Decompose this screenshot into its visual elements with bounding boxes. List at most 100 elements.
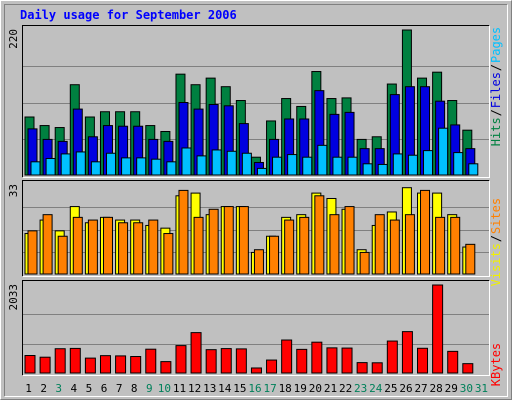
bar-kbytes-23 (356, 362, 368, 374)
legend-visits: Sites/Visits (489, 198, 503, 287)
bar-kbytes-13 (205, 349, 217, 374)
bar-sites-14 (223, 206, 234, 275)
bar-sites-3 (57, 235, 68, 275)
bar-kbytes-2 (39, 356, 51, 374)
x-tick-label: 22 (339, 382, 352, 395)
bar-kbytes-26 (401, 331, 413, 374)
x-tick-label: 23 (354, 382, 367, 395)
bar-kbytes-5 (84, 357, 96, 374)
bar-pages-4 (75, 151, 86, 176)
bar-kbytes-15 (235, 348, 247, 374)
bar-kbytes-30 (462, 363, 474, 374)
x-tick-label: 26 (399, 382, 412, 395)
legend-entry: / (489, 109, 503, 116)
bar-sites-1 (27, 230, 38, 275)
legend-entry: / (489, 235, 503, 242)
y-axis-max-label-hits: 220 (7, 29, 20, 49)
x-tick-label: 3 (55, 382, 62, 395)
bar-sites-6 (102, 216, 113, 275)
x-tick-label: 28 (430, 382, 443, 395)
bar-sites-2 (42, 214, 53, 275)
legend-entry: Pages (489, 27, 503, 63)
bar-sites-29 (450, 216, 461, 275)
bar-pages-22 (347, 156, 358, 176)
panel-kbytes: 2033 KBytes (7, 280, 503, 386)
bar-kbytes-12 (190, 332, 202, 374)
bar-kbytes-25 (386, 340, 398, 374)
bar-sites-18 (284, 219, 295, 275)
series-kbytes (24, 284, 474, 374)
bar-kbytes-19 (296, 348, 308, 374)
bar-pages-18 (287, 154, 298, 176)
x-tick-label: 18 (279, 382, 292, 395)
x-tick-label: 10 (158, 382, 171, 395)
bar-sites-19 (299, 216, 310, 275)
x-tick-label: 8 (131, 382, 138, 395)
legend-kbytes: KBytes (489, 343, 503, 386)
legend-hits: Pages/Files/Hits (489, 27, 503, 146)
x-tick-label: 7 (116, 382, 123, 395)
x-tick-label: 5 (86, 382, 93, 395)
bar-pages-21 (332, 156, 343, 176)
bar-kbytes-8 (130, 356, 142, 374)
legend-entry: Files (489, 72, 503, 108)
bar-pages-17 (272, 156, 283, 176)
x-tick-label: 19 (294, 382, 307, 395)
x-tick-label: 31 (475, 382, 488, 395)
bar-pages-5 (90, 161, 101, 176)
bar-pages-16 (256, 167, 267, 176)
bar-pages-25 (392, 153, 403, 176)
bar-kbytes-17 (266, 359, 278, 374)
bar-pages-1 (30, 161, 41, 176)
bar-kbytes-6 (99, 355, 111, 374)
bar-pages-30 (468, 163, 479, 176)
bar-pages-3 (60, 153, 71, 176)
bar-kbytes-3 (54, 348, 66, 374)
bar-kbytes-28 (432, 284, 444, 374)
x-tick-label: 27 (414, 382, 427, 395)
bar-sites-24 (374, 214, 385, 275)
chart-title: Daily usage for September 2006 (20, 8, 237, 22)
bar-kbytes-16 (250, 367, 262, 374)
x-tick-label: 24 (369, 382, 383, 395)
x-tick-label: 16 (248, 382, 261, 395)
legend-entry: KBytes (489, 343, 503, 386)
legend-entry: Sites (489, 198, 503, 234)
bar-sites-22 (344, 206, 355, 275)
bar-kbytes-21 (326, 347, 338, 374)
bar-pages-10 (166, 161, 177, 176)
x-tick-label: 1 (25, 382, 32, 395)
bar-sites-23 (359, 251, 370, 275)
bar-kbytes-11 (175, 345, 187, 374)
bar-sites-17 (269, 235, 280, 275)
bar-pages-12 (196, 155, 207, 176)
bar-pages-11 (181, 147, 192, 176)
bar-sites-5 (87, 219, 98, 275)
x-tick-label: 25 (384, 382, 397, 395)
bar-pages-9 (151, 158, 162, 176)
legend-entry: / (489, 64, 503, 71)
x-tick-label: 6 (101, 382, 108, 395)
bar-sites-10 (163, 233, 174, 275)
bar-sites-16 (253, 249, 264, 275)
bar-kbytes-7 (115, 355, 127, 374)
bar-kbytes-29 (447, 350, 459, 374)
x-tick-label: 4 (71, 382, 78, 395)
bar-kbytes-14 (220, 348, 232, 374)
x-tick-label: 14 (218, 382, 232, 395)
bar-kbytes-9 (145, 348, 157, 374)
bar-kbytes-1 (24, 355, 36, 374)
y-axis-max-label-kbytes: 2033 (7, 284, 20, 311)
x-tick-label: 2 (40, 382, 47, 395)
x-tick-label: 29 (445, 382, 458, 395)
legend-entry: Visits (489, 243, 503, 286)
bar-kbytes-24 (371, 362, 383, 374)
bar-pages-19 (302, 156, 313, 176)
panel-visits: 33 Sites/Visits (7, 180, 503, 286)
series-pages (30, 127, 479, 176)
x-tick-label: 9 (146, 382, 153, 395)
bar-pages-13 (211, 149, 222, 176)
bar-sites-9 (148, 219, 159, 275)
bar-pages-14 (226, 150, 237, 176)
